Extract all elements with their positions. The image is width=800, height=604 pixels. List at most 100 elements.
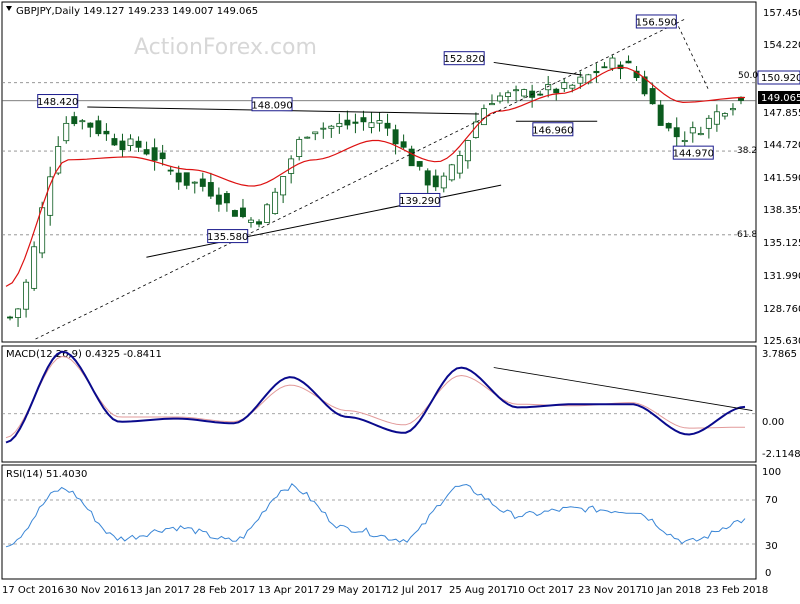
candle-body xyxy=(569,84,576,89)
candle-body xyxy=(336,122,343,128)
candle-body xyxy=(545,84,552,91)
x-tick: 10 Oct 2017 xyxy=(512,585,574,596)
current-price-label: 149.065 xyxy=(761,93,800,104)
candle-body xyxy=(673,127,680,138)
candle-body xyxy=(521,89,528,97)
candle-body xyxy=(697,133,704,136)
candle-body xyxy=(553,88,560,94)
candle-body xyxy=(384,122,391,129)
candle-body xyxy=(585,74,592,84)
x-tick: 28 Feb 2017 xyxy=(193,585,255,596)
rsi-panel-frame xyxy=(1,464,757,580)
candle-body xyxy=(288,158,295,174)
macd-panel-frame xyxy=(1,345,757,463)
collapse-arrow-icon xyxy=(6,6,12,11)
candle-body xyxy=(119,140,126,151)
x-tick: 23 Nov 2017 xyxy=(578,585,642,596)
price-panel-frame xyxy=(1,1,757,343)
price-label-text: 148.420 xyxy=(37,97,78,108)
candle-body xyxy=(368,122,375,128)
candle-body xyxy=(7,316,13,319)
rsi-y-tick: 70 xyxy=(765,495,778,506)
price-label-box xyxy=(399,192,441,207)
candle-body xyxy=(103,130,110,135)
candle-body xyxy=(593,70,600,74)
candle-body xyxy=(513,89,520,92)
candle-body xyxy=(464,140,471,162)
candle-body xyxy=(456,155,463,174)
candle-body xyxy=(625,60,632,64)
price-label-text: 156.590 xyxy=(636,17,677,28)
candle-body xyxy=(448,164,455,181)
candle-body xyxy=(15,308,22,318)
candle-body xyxy=(264,204,271,223)
price-label-box xyxy=(37,94,79,109)
x-tick: 13 Apr 2017 xyxy=(258,585,320,596)
rsi-y-tick: 0 xyxy=(765,568,771,579)
candle-body xyxy=(609,57,616,69)
candle-body xyxy=(231,210,238,217)
candle-body xyxy=(215,194,222,205)
candle-body xyxy=(577,76,584,84)
candle-body xyxy=(248,219,254,223)
candle-body xyxy=(272,191,279,215)
candle-body xyxy=(713,111,720,125)
watermark: ActionForex.com xyxy=(134,35,317,60)
trendline-channel-top xyxy=(493,61,583,76)
price-label-text: 146.960 xyxy=(532,125,573,136)
candle-body xyxy=(424,170,431,186)
candle-body xyxy=(497,95,503,102)
candle-body xyxy=(296,139,303,157)
x-tick: 10 Jan 2018 xyxy=(641,585,701,596)
candle-body xyxy=(256,221,262,225)
price-label-text: 148.090 xyxy=(251,100,292,111)
candle-body xyxy=(111,138,118,146)
price-label-text: 135.580 xyxy=(207,232,248,243)
x-tick: 17 Oct 2016 xyxy=(2,585,64,596)
candle-body xyxy=(304,136,311,139)
price-label-text: 144.970 xyxy=(673,149,714,160)
candle-body xyxy=(432,175,439,188)
chart-marks: 148.420 148.090 135.580 139.290 152.820 146.9… xyxy=(2,14,756,548)
price-header: GBPJPY,Daily 149.127 149.233 149.007 149… xyxy=(16,6,258,17)
y-tick: 144.720 xyxy=(763,140,800,151)
price-label-box xyxy=(672,145,714,160)
level-50-axis-box xyxy=(757,70,800,85)
rsi-title: RSI(14) 51.4030 xyxy=(6,469,87,480)
candle-body xyxy=(95,120,102,135)
candle-body xyxy=(641,76,648,95)
candle-body xyxy=(151,147,158,161)
macd-y-tick: 3.7865 xyxy=(762,349,797,360)
y-tick: 125.630 xyxy=(763,336,800,347)
price-label-box xyxy=(635,14,677,29)
candle-body xyxy=(135,140,142,148)
candle-body xyxy=(649,88,656,105)
candle-body xyxy=(199,178,206,187)
trendline-support xyxy=(146,184,502,258)
candle-body xyxy=(344,119,351,126)
candle-body xyxy=(79,120,86,123)
candle-body xyxy=(440,175,447,189)
rsi-line xyxy=(5,483,746,548)
current-price-box xyxy=(758,91,800,104)
candle-body xyxy=(376,120,383,124)
macd-line xyxy=(5,350,746,444)
rsi-y-tick: 100 xyxy=(762,467,781,478)
candle-body xyxy=(665,122,672,129)
candle-body xyxy=(729,108,736,111)
candle-body xyxy=(39,207,46,254)
y-tick: 157.450 xyxy=(763,8,800,19)
candle-body xyxy=(23,281,30,310)
rsi-y-tick: 30 xyxy=(765,541,778,552)
macd-y-tick: 0.00 xyxy=(762,417,784,428)
y-tick: 147.855 xyxy=(763,108,800,119)
trendline-dashed xyxy=(35,18,687,340)
macd-title: MACD(12,26,9) 0.4325 -0.8411 xyxy=(6,349,162,360)
price-label-text: 139.290 xyxy=(399,196,440,207)
trendline-dashed-drop xyxy=(678,26,709,89)
candle-body xyxy=(505,92,512,97)
candle-body xyxy=(239,207,246,218)
candle-body xyxy=(127,138,134,146)
